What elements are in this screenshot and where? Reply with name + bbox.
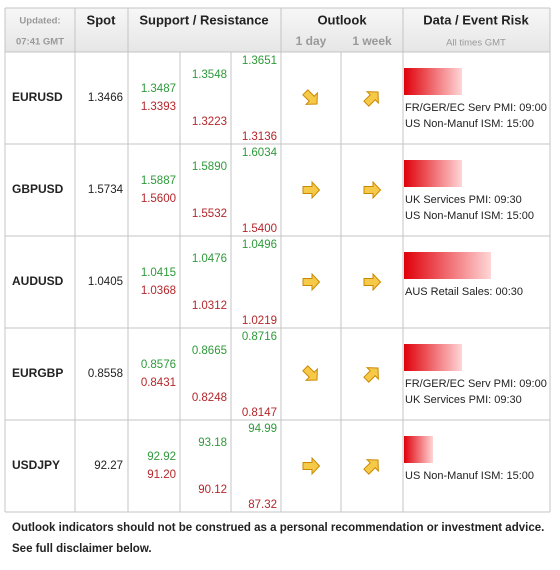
support: 1.0219 xyxy=(242,315,277,327)
support: 1.3136 xyxy=(242,131,277,143)
pair: EURGBP xyxy=(12,366,63,380)
support: 90.12 xyxy=(198,484,227,496)
updated-label: Updated: xyxy=(19,16,60,27)
spot: 92.27 xyxy=(94,460,123,472)
spot: 1.3466 xyxy=(88,92,123,104)
spot: 0.8558 xyxy=(88,368,123,380)
pair: AUDUSD xyxy=(12,274,64,288)
support: 0.8431 xyxy=(141,377,176,389)
support: 0.8147 xyxy=(242,407,277,419)
arrow-shape xyxy=(363,180,382,200)
pair: EURUSD xyxy=(12,90,63,104)
resistance: 1.0476 xyxy=(192,253,227,265)
resistance: 1.5887 xyxy=(141,175,176,187)
sr-header: Support / Resistance xyxy=(139,12,268,27)
risk-bar xyxy=(404,436,433,463)
outlook-1week-header: 1 week xyxy=(352,34,392,48)
resistance: 0.8716 xyxy=(242,331,277,343)
arrow-shape xyxy=(302,272,321,292)
resistance: 1.3651 xyxy=(242,55,277,67)
resistance: 1.0415 xyxy=(141,267,176,279)
spot-header: Spot xyxy=(87,12,117,27)
support: 1.5532 xyxy=(192,208,227,220)
resistance: 1.6034 xyxy=(242,147,278,159)
event: FR/GER/EC Serv PMI: 09:00 xyxy=(405,378,547,390)
outlook-arrow xyxy=(302,456,321,476)
pair: GBPUSD xyxy=(12,182,64,196)
resistance: 0.8576 xyxy=(141,359,176,371)
support: 1.0312 xyxy=(192,300,227,312)
spot: 1.0405 xyxy=(88,276,123,288)
resistance: 0.8665 xyxy=(192,345,227,357)
arrow-shape xyxy=(363,367,379,383)
outlook-arrow xyxy=(302,89,318,105)
event: UK Services PMI: 09:30 xyxy=(405,394,522,406)
resistance: 94.99 xyxy=(248,423,277,435)
resistance: 92.92 xyxy=(147,451,176,463)
event: US Non-Manuf ISM: 15:00 xyxy=(405,470,534,482)
resistance: 1.3487 xyxy=(141,83,176,95)
header-background xyxy=(5,8,550,52)
support: 91.20 xyxy=(147,469,176,481)
updated-time: 07:41 GMT xyxy=(16,37,64,48)
footer-line: Outlook indicators should not be constru… xyxy=(12,522,544,534)
support: 1.3223 xyxy=(192,116,227,128)
outlook-arrow xyxy=(302,272,321,292)
risk-bar xyxy=(404,252,491,279)
support: 1.3393 xyxy=(141,101,176,113)
spot: 1.5734 xyxy=(88,184,124,196)
arrow-shape xyxy=(302,89,318,105)
resistance: 1.3548 xyxy=(192,69,227,81)
event: UK Services PMI: 09:30 xyxy=(405,194,522,206)
support: 0.8248 xyxy=(192,392,227,404)
risk-bar xyxy=(404,160,462,187)
event: US Non-Manuf ISM: 15:00 xyxy=(405,118,534,130)
outlook-arrow xyxy=(363,91,379,107)
footer-line: See full disclaimer below. xyxy=(12,543,152,555)
support: 1.5400 xyxy=(242,223,277,235)
support: 1.5600 xyxy=(141,193,176,205)
arrow-shape xyxy=(363,459,379,475)
outlook-arrow xyxy=(363,459,379,475)
resistance: 1.5890 xyxy=(192,161,227,173)
times-note: All times GMT xyxy=(446,38,506,49)
outlook-arrow xyxy=(363,367,379,383)
outlook-arrow xyxy=(363,272,382,292)
event: AUS Retail Sales: 00:30 xyxy=(405,286,523,298)
support: 87.32 xyxy=(248,499,277,511)
arrow-shape xyxy=(363,272,382,292)
resistance: 1.0496 xyxy=(242,239,277,251)
arrow-shape xyxy=(363,91,379,107)
risk-bar xyxy=(404,68,462,95)
event: US Non-Manuf ISM: 15:00 xyxy=(405,210,534,222)
pair: USDJPY xyxy=(12,458,60,472)
outlook-1day-header: 1 day xyxy=(296,34,327,48)
event-risk-header: Data / Event Risk xyxy=(423,12,529,27)
event: FR/GER/EC Serv PMI: 09:00 xyxy=(405,102,547,114)
resistance: 93.18 xyxy=(198,437,227,449)
outlook-arrow xyxy=(302,365,318,381)
arrow-shape xyxy=(302,365,318,381)
outlook-arrow xyxy=(302,180,321,200)
risk-bar xyxy=(404,344,462,371)
arrow-shape xyxy=(302,456,321,476)
support: 1.0368 xyxy=(141,285,176,297)
outlook-header: Outlook xyxy=(317,12,367,27)
arrow-shape xyxy=(302,180,321,200)
outlook-arrow xyxy=(363,180,382,200)
